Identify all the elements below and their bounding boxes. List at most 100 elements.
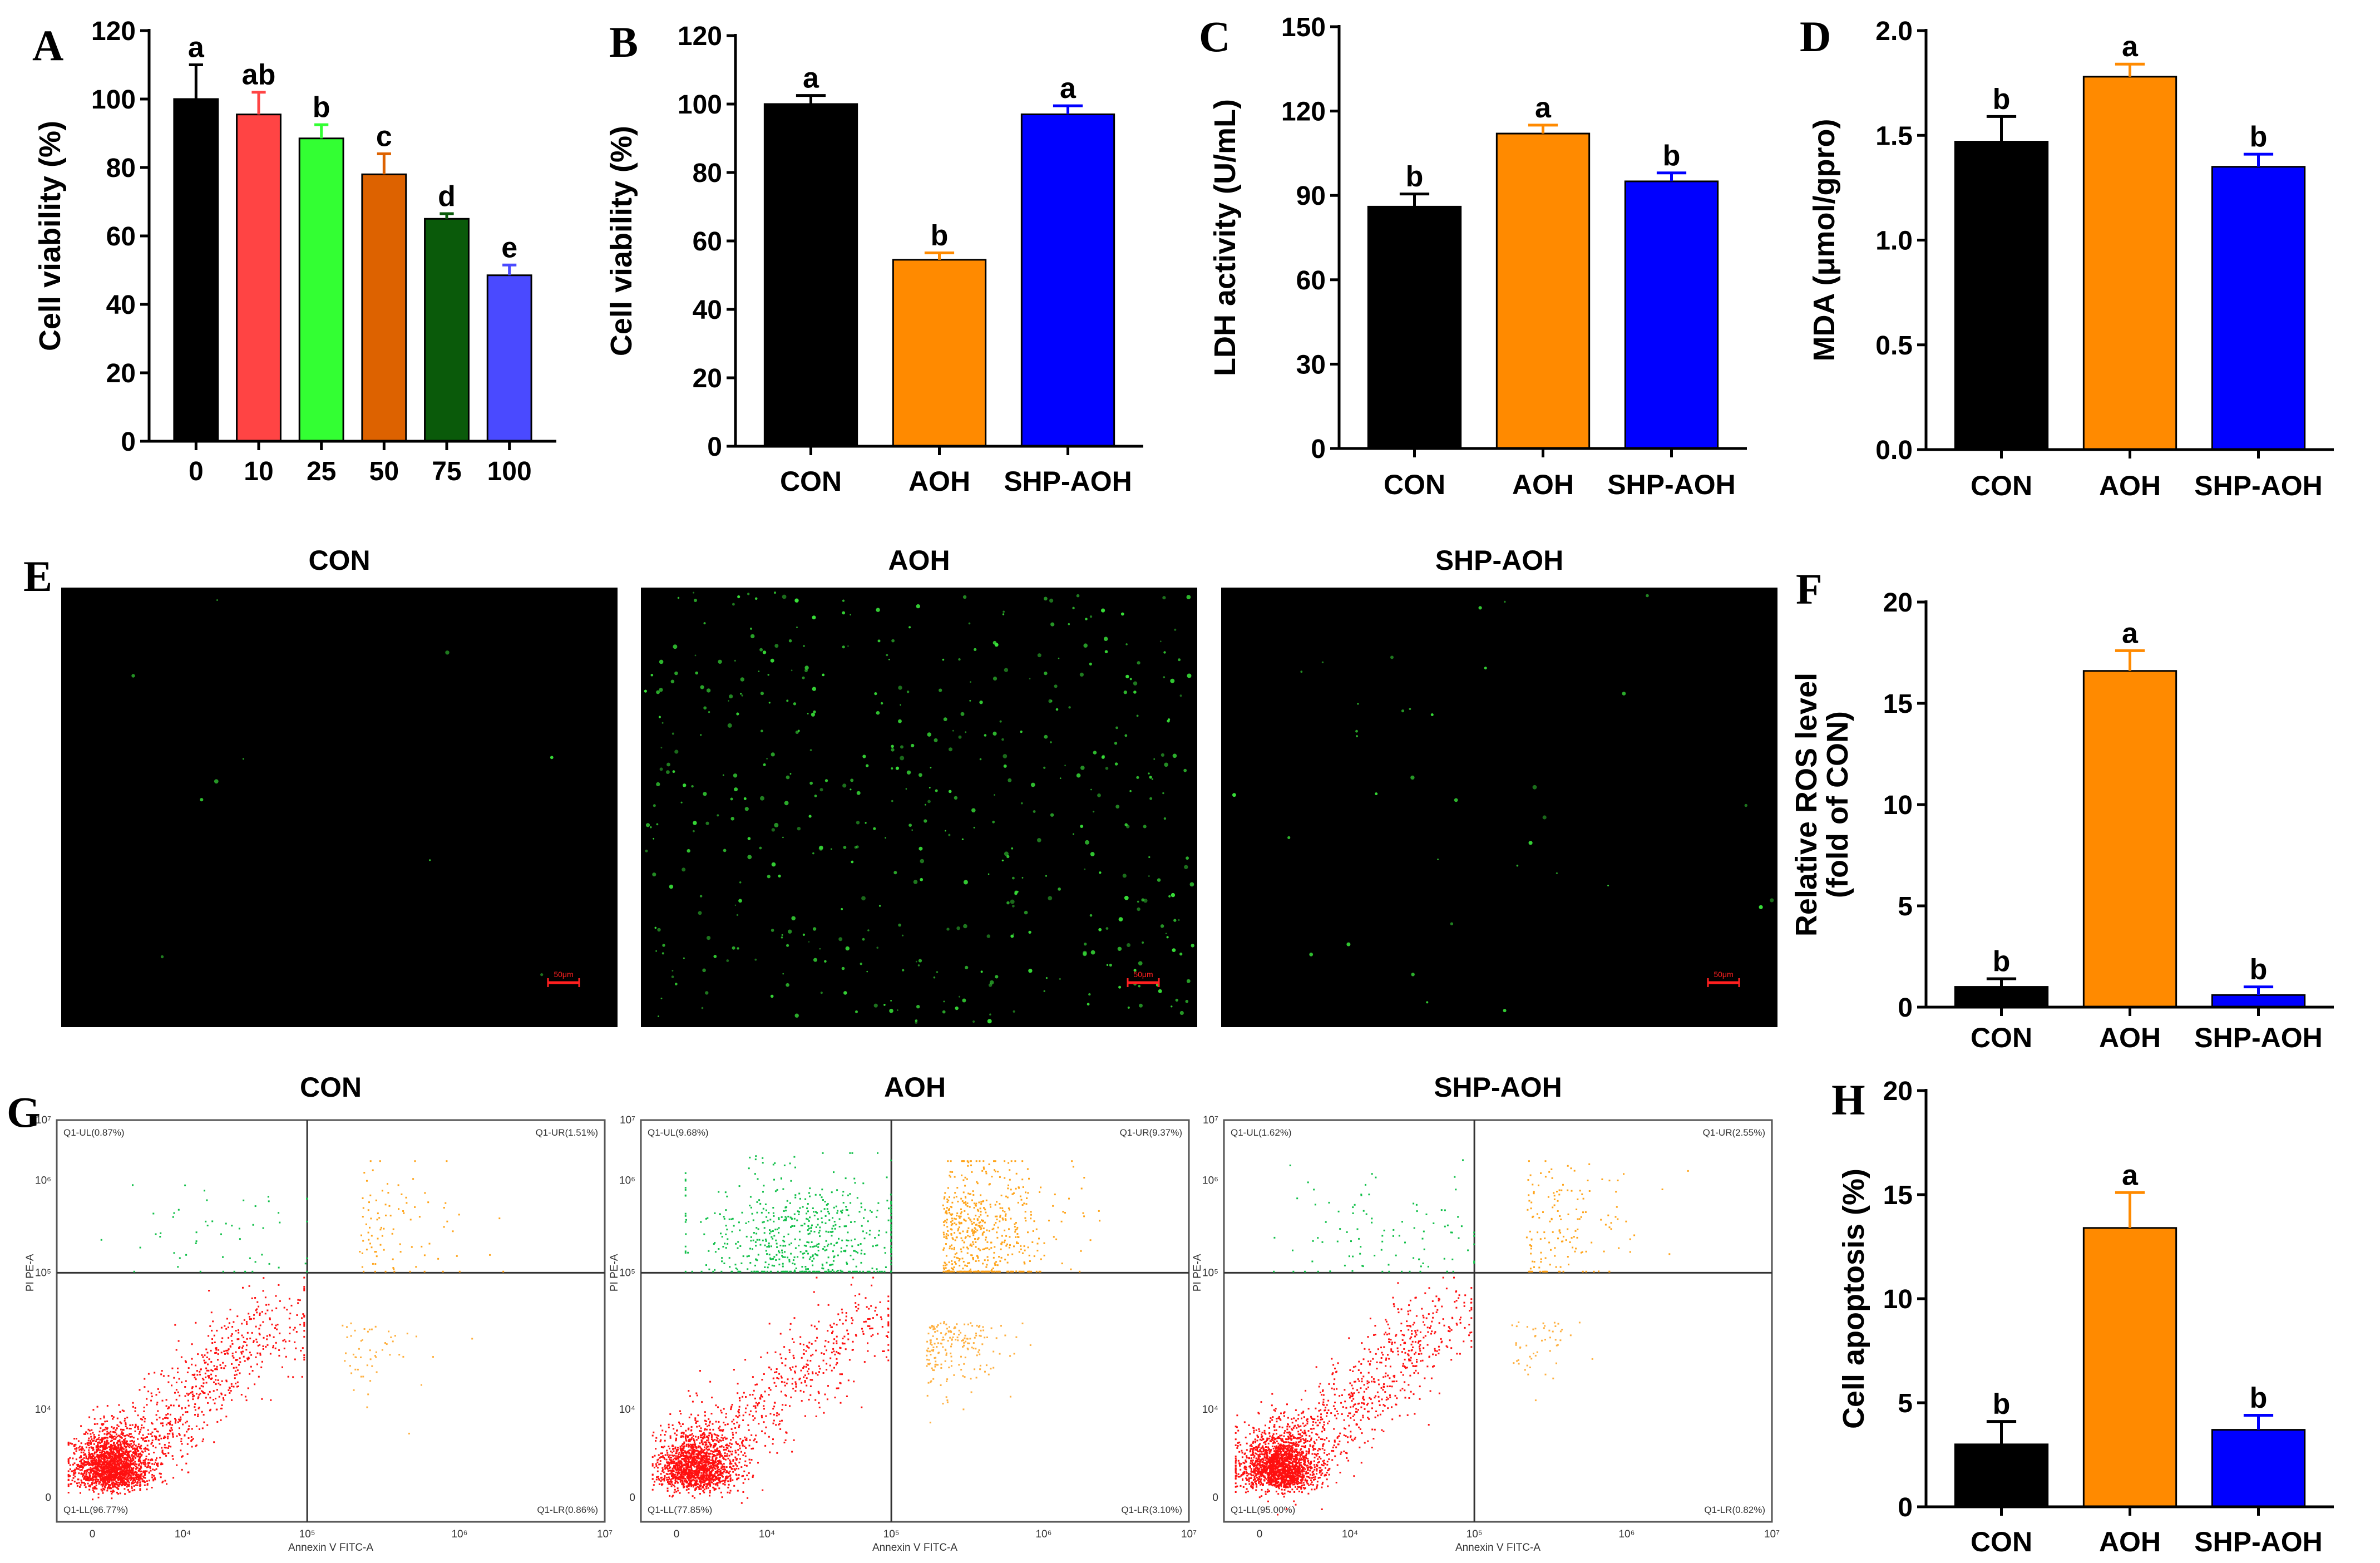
event-dot bbox=[706, 1451, 708, 1453]
event-dot bbox=[144, 1471, 146, 1473]
event-dot bbox=[363, 1328, 366, 1330]
event-dot bbox=[158, 1439, 160, 1441]
event-dot bbox=[142, 1427, 145, 1429]
event-dot bbox=[160, 1232, 162, 1234]
event-dot bbox=[761, 1379, 763, 1381]
event-dot bbox=[664, 1468, 666, 1470]
fluorescent-spot bbox=[1101, 608, 1105, 613]
fluorescent-spot bbox=[900, 745, 903, 749]
event-dot bbox=[90, 1468, 91, 1471]
event-dot bbox=[285, 1355, 287, 1358]
event-dot bbox=[228, 1389, 230, 1391]
event-dot bbox=[137, 1478, 139, 1481]
event-dot bbox=[379, 1244, 382, 1246]
fluorescent-spot bbox=[1300, 670, 1303, 673]
event-dot bbox=[196, 1374, 199, 1376]
event-dot bbox=[350, 1322, 352, 1324]
event-dot bbox=[74, 1476, 76, 1478]
event-dot bbox=[123, 1439, 125, 1441]
event-dot bbox=[754, 1405, 757, 1407]
event-dot bbox=[446, 1220, 448, 1222]
fluorescent-spot bbox=[860, 963, 862, 965]
fluorescent-spot bbox=[1084, 943, 1087, 946]
fluorescent-spot bbox=[1058, 657, 1060, 659]
event-dot bbox=[677, 1482, 679, 1484]
event-dot bbox=[178, 1378, 180, 1380]
event-dot bbox=[186, 1453, 189, 1455]
event-dot bbox=[111, 1415, 113, 1417]
event-dot bbox=[156, 1464, 158, 1466]
event-dot bbox=[867, 1325, 869, 1327]
event-dot bbox=[660, 1480, 662, 1482]
event-dot bbox=[184, 1184, 186, 1186]
event-dot bbox=[125, 1452, 127, 1454]
event-dot bbox=[91, 1438, 93, 1440]
event-dot bbox=[107, 1442, 110, 1444]
fluorescent-spot bbox=[943, 717, 947, 721]
event-dot bbox=[103, 1441, 106, 1443]
event-dot bbox=[116, 1463, 118, 1466]
event-dot bbox=[115, 1472, 117, 1474]
event-dot bbox=[130, 1471, 132, 1473]
event-dot bbox=[656, 1459, 659, 1461]
event-dot bbox=[363, 1270, 365, 1273]
event-dot bbox=[678, 1464, 680, 1466]
event-dot bbox=[371, 1235, 373, 1237]
event-dot bbox=[97, 1454, 100, 1457]
fluorescent-spot bbox=[1179, 1010, 1184, 1015]
event-dot bbox=[887, 1323, 890, 1325]
event-dot bbox=[214, 1402, 216, 1404]
x-axis-label: Annexin V FITC-A bbox=[872, 1542, 957, 1554]
event-dot bbox=[227, 1353, 229, 1355]
event-dot bbox=[124, 1475, 126, 1477]
event-dot bbox=[174, 1392, 176, 1394]
event-dot bbox=[231, 1363, 233, 1365]
event-dot bbox=[121, 1481, 123, 1483]
fluorescent-spot bbox=[850, 778, 854, 782]
event-dot bbox=[249, 1352, 251, 1354]
event-dot bbox=[776, 1368, 778, 1370]
event-dot bbox=[683, 1480, 685, 1482]
event-dot bbox=[432, 1356, 434, 1358]
event-dot bbox=[148, 1453, 150, 1455]
event-dot bbox=[173, 1377, 175, 1379]
event-dot bbox=[388, 1330, 390, 1333]
event-dot bbox=[729, 1463, 731, 1465]
event-dot bbox=[191, 1446, 193, 1448]
event-dot bbox=[732, 1479, 734, 1481]
event-dot bbox=[96, 1406, 98, 1408]
event-dot bbox=[154, 1435, 156, 1437]
event-dot bbox=[177, 1266, 179, 1268]
fluorescent-spot bbox=[962, 998, 966, 1003]
event-dot bbox=[268, 1304, 270, 1306]
event-dot bbox=[446, 1160, 448, 1162]
event-dot bbox=[118, 1453, 121, 1455]
fluorescent-spot bbox=[915, 960, 917, 963]
fluorescent-spot bbox=[732, 946, 735, 950]
event-dot bbox=[239, 1238, 241, 1240]
event-dot bbox=[81, 1469, 83, 1471]
fluorescent-spot bbox=[927, 800, 931, 803]
event-dot bbox=[303, 1288, 305, 1290]
event-dot bbox=[76, 1468, 78, 1470]
fluorescent-spot bbox=[1090, 788, 1092, 791]
event-dot bbox=[700, 1449, 702, 1452]
fluorescent-spot bbox=[693, 821, 697, 825]
bar-d-1 bbox=[2082, 76, 2177, 451]
event-dot bbox=[729, 1459, 731, 1461]
fluorescent-spot bbox=[1137, 900, 1139, 903]
event-dot bbox=[671, 1445, 674, 1447]
event-dot bbox=[282, 1339, 284, 1342]
event-dot bbox=[376, 1371, 378, 1373]
event-dot bbox=[86, 1470, 88, 1472]
event-dot bbox=[679, 1423, 681, 1425]
event-dot bbox=[688, 1465, 689, 1467]
event-dot bbox=[101, 1453, 103, 1456]
event-dot bbox=[691, 1456, 693, 1458]
event-dot bbox=[146, 1484, 149, 1486]
event-dot bbox=[117, 1460, 119, 1462]
event-dot bbox=[693, 1480, 695, 1482]
fluorescent-spot bbox=[682, 867, 686, 872]
fluorescent-spot bbox=[1174, 628, 1177, 631]
event-dot bbox=[200, 1385, 203, 1387]
